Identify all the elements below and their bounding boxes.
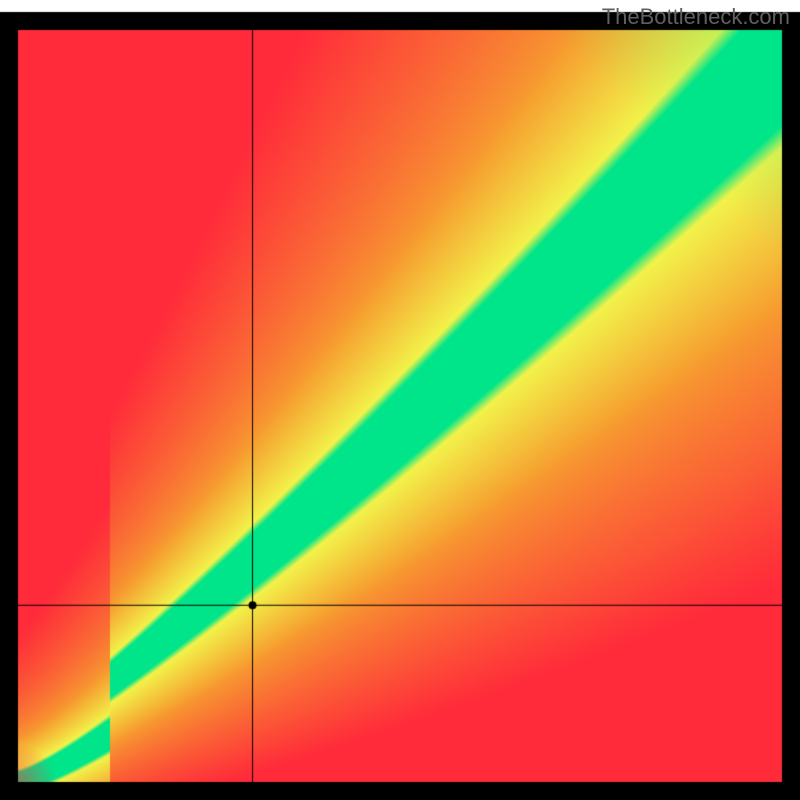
heatmap-canvas — [0, 0, 800, 800]
watermark-text: TheBottleneck.com — [602, 4, 790, 30]
chart-container: TheBottleneck.com — [0, 0, 800, 800]
